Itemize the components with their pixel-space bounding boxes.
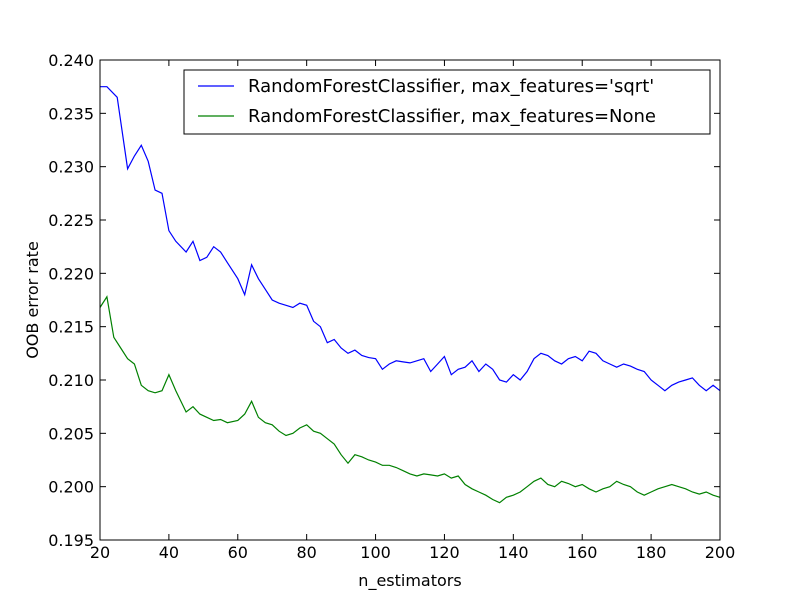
y-tick-label: 0.195 — [48, 531, 94, 550]
series-line-none — [99, 295, 721, 504]
x-tick-label: 140 — [498, 543, 529, 562]
x-axis-label: n_estimators — [358, 571, 461, 591]
y-tick-label: 0.200 — [48, 478, 94, 497]
x-tick-label: 180 — [636, 543, 667, 562]
x-tick-label: 60 — [228, 543, 248, 562]
y-tick-label: 0.230 — [48, 158, 94, 177]
plot-frame — [99, 59, 721, 541]
x-tick-label: 200 — [705, 543, 736, 562]
y-tick-label: 0.220 — [48, 264, 94, 283]
x-tick-label: 20 — [90, 543, 110, 562]
x-tick-label: 40 — [159, 543, 179, 562]
y-tick-label: 0.235 — [48, 104, 94, 123]
plot-area — [100, 60, 720, 540]
series-line-sqrt — [100, 86, 721, 392]
y-axis-label: OOB error rate — [23, 241, 42, 359]
y-tick-label: 0.240 — [48, 51, 94, 70]
x-tick-label: 100 — [360, 543, 391, 562]
tick-layer: 20 40 60 80 100 120 140 160 180 200 0.195 0.200 0.20… — [48, 51, 735, 562]
y-tick-label: 0.210 — [48, 371, 94, 390]
x-tick-label: 120 — [429, 543, 460, 562]
y-tick-label: 0.215 — [48, 318, 94, 337]
legend-box — [183, 69, 711, 135]
legend: RandomForestClassifier, max_features='sq… — [183, 69, 711, 135]
legend-label-sqrt: RandomForestClassifier, max_features='sq… — [248, 76, 654, 97]
series-layer — [99, 86, 721, 504]
y-tick-label: 0.225 — [48, 211, 94, 230]
legend-label-none: RandomForestClassifier, max_features=Non… — [248, 106, 656, 127]
x-tick-label: 160 — [567, 543, 598, 562]
x-tick-label: 80 — [296, 543, 316, 562]
y-tick-label: 0.205 — [48, 424, 94, 443]
